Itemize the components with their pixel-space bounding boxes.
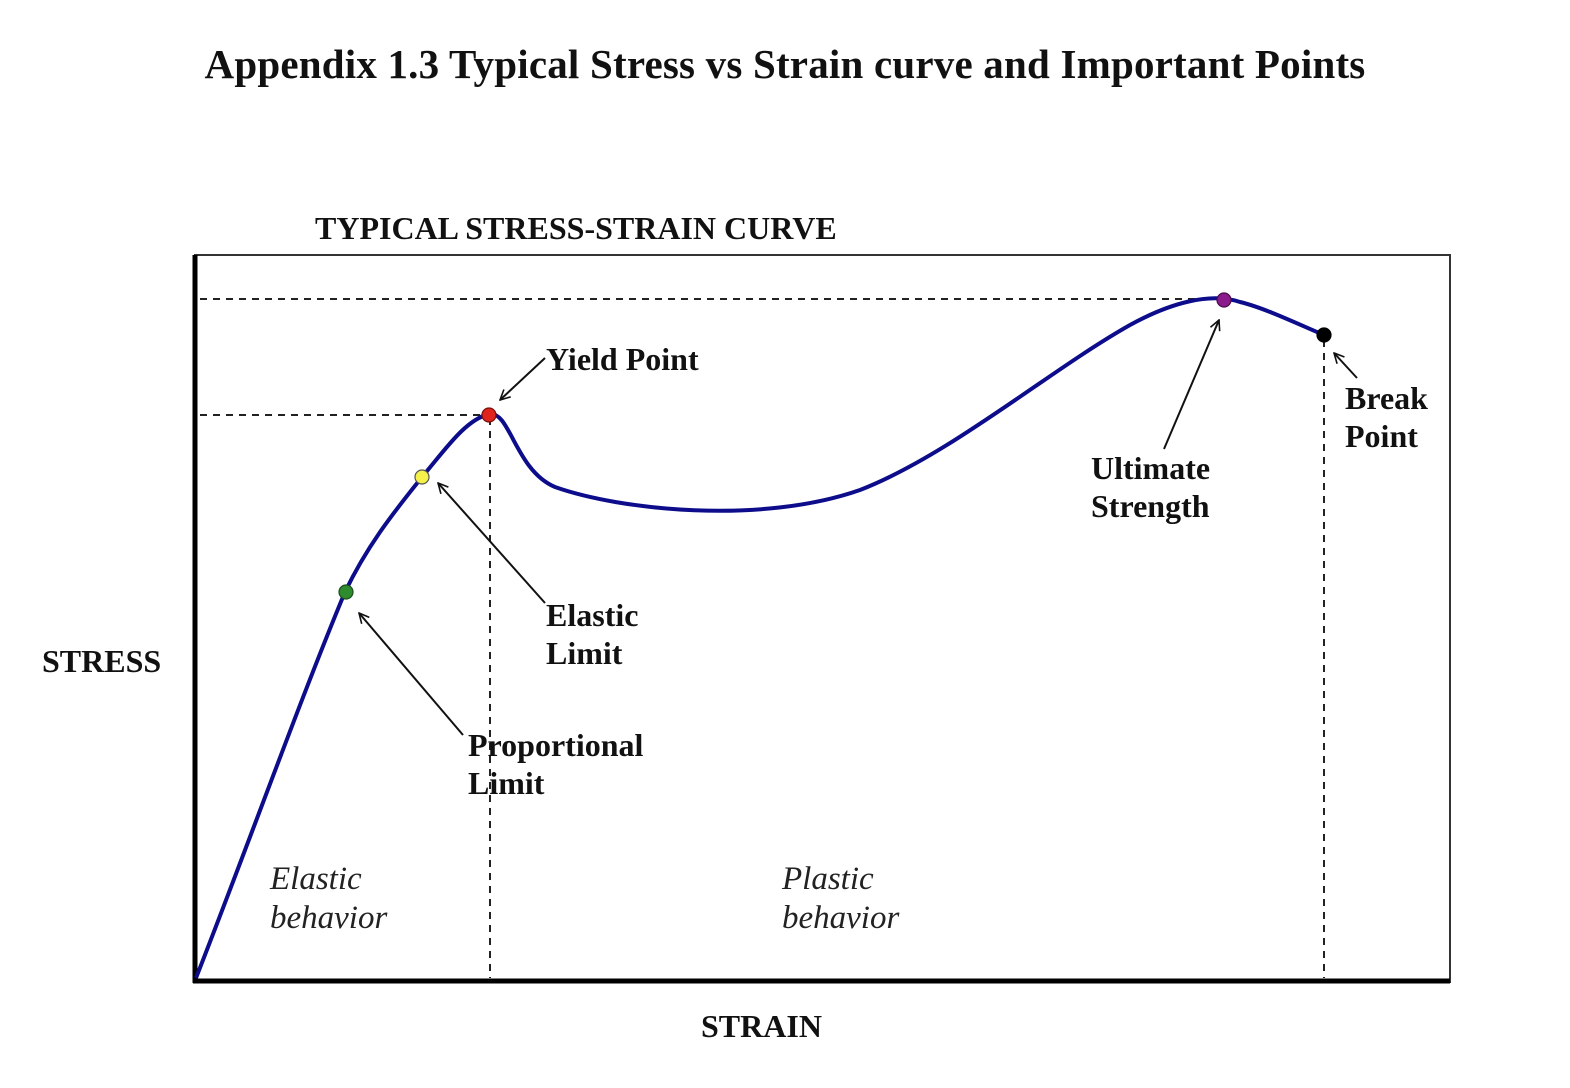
elastic-region-label-line1: Elastic bbox=[269, 861, 362, 897]
page-heading: Appendix 1.3 Typical Stress vs Strain cu… bbox=[204, 41, 1366, 87]
y-axis-label: STRESS bbox=[42, 643, 161, 679]
yield-point-arrow bbox=[500, 357, 546, 400]
plastic-region-label-line1: Plastic bbox=[781, 861, 874, 897]
break-point-label-line1: Break bbox=[1345, 380, 1428, 416]
chart-title: TYPICAL STRESS-STRAIN CURVE bbox=[315, 210, 837, 246]
proportional-limit-point bbox=[338, 584, 354, 600]
proportional-limit-label-line2: Limit bbox=[468, 765, 545, 801]
elastic-region-label-line2: behavior bbox=[270, 900, 387, 936]
elastic-limit-point bbox=[414, 469, 430, 485]
break-point-arrow bbox=[1334, 353, 1358, 379]
stress-strain-curve bbox=[194, 296, 1325, 979]
x-axis-label: STRAIN bbox=[701, 1008, 822, 1044]
ultimate-strength-label-line1: Ultimate bbox=[1091, 450, 1210, 486]
plastic-region-label-line2: behavior bbox=[782, 900, 899, 936]
ultimate-strength-arrow bbox=[1163, 320, 1219, 450]
yield-point-label: Yield Point bbox=[546, 341, 699, 377]
reference-lines bbox=[200, 298, 1325, 978]
break-point-label-line2: Point bbox=[1345, 418, 1418, 454]
annotation-arrows bbox=[359, 320, 1358, 736]
elastic-limit-arrow bbox=[438, 483, 546, 604]
elastic-limit-label-line2: Limit bbox=[546, 635, 623, 671]
ultimate-strength-label-line2: Strength bbox=[1091, 488, 1210, 524]
elastic-limit-label-line1: Elastic bbox=[546, 597, 638, 633]
yield-point-marker bbox=[481, 407, 497, 423]
proportional-limit-label-line1: Proportional bbox=[468, 727, 644, 763]
break-point-marker bbox=[1316, 327, 1332, 343]
proportional-limit-arrow bbox=[359, 613, 464, 736]
ultimate-strength-point bbox=[1216, 292, 1232, 308]
